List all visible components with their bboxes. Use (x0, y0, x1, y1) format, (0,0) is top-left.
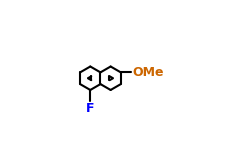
Text: OMe: OMe (132, 66, 163, 79)
Text: F: F (86, 102, 95, 115)
